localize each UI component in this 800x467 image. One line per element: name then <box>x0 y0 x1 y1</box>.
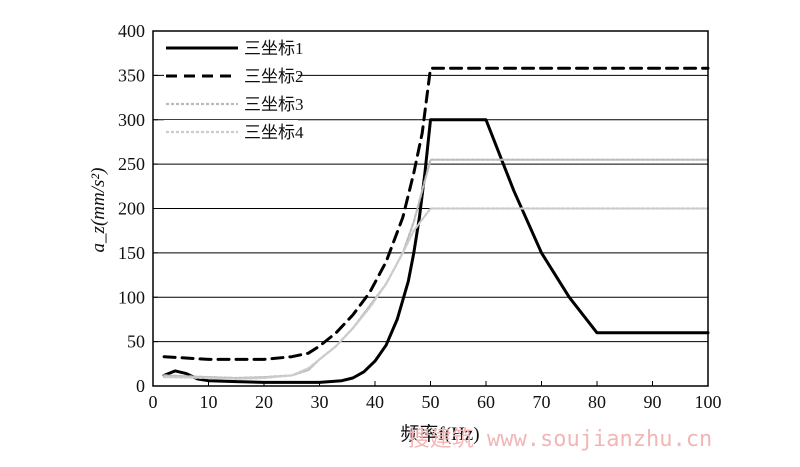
series-line-4 <box>163 207 710 380</box>
y-tick-label: 350 <box>118 65 145 85</box>
y-axis-title: a_z(mm/s²) <box>88 168 109 253</box>
y-tick-label: 50 <box>127 332 145 352</box>
x-tick-label: 90 <box>644 392 662 412</box>
series-line-1 <box>162 118 710 384</box>
y-tick-label: 0 <box>136 376 145 396</box>
legend-label: 三坐标4 <box>244 123 304 142</box>
x-tick-label: 0 <box>149 392 158 412</box>
y-tick-label: 400 <box>118 21 145 41</box>
legend-label: 三坐标2 <box>244 67 304 86</box>
axis-ticks: 0 10 20 30 40 50 60 70 80 90 100 0 50 100 150 200 250 300… <box>118 21 722 412</box>
x-tick-label: 80 <box>588 392 606 412</box>
legend-label: 三坐标3 <box>244 95 304 114</box>
series-line-2 <box>162 66 710 361</box>
y-tick-label: 100 <box>118 287 145 307</box>
series-lines <box>162 66 710 384</box>
x-axis-title: 频率f(Hz) <box>400 423 479 445</box>
x-tick-label: 30 <box>311 392 329 412</box>
x-tick-label: 10 <box>200 392 218 412</box>
x-tick-label: 60 <box>477 392 495 412</box>
watermark-text: 搜建筑 www.soujianzhu.cn <box>408 427 712 452</box>
series-line-3 <box>163 158 710 380</box>
x-tick-label: 50 <box>422 392 440 412</box>
x-tick-label: 20 <box>255 392 273 412</box>
y-tick-label: 200 <box>118 199 145 219</box>
legend-label: 三坐标1 <box>244 39 304 58</box>
y-tick-label: 250 <box>118 154 145 174</box>
x-tick-label: 100 <box>695 392 722 412</box>
y-tick-label: 300 <box>118 110 145 130</box>
x-tick-label: 40 <box>366 392 384 412</box>
legend: 三坐标1 三坐标2 三坐标3 三坐标4 <box>164 36 304 144</box>
y-tick-label: 150 <box>118 243 145 263</box>
x-tick-label: 70 <box>533 392 551 412</box>
